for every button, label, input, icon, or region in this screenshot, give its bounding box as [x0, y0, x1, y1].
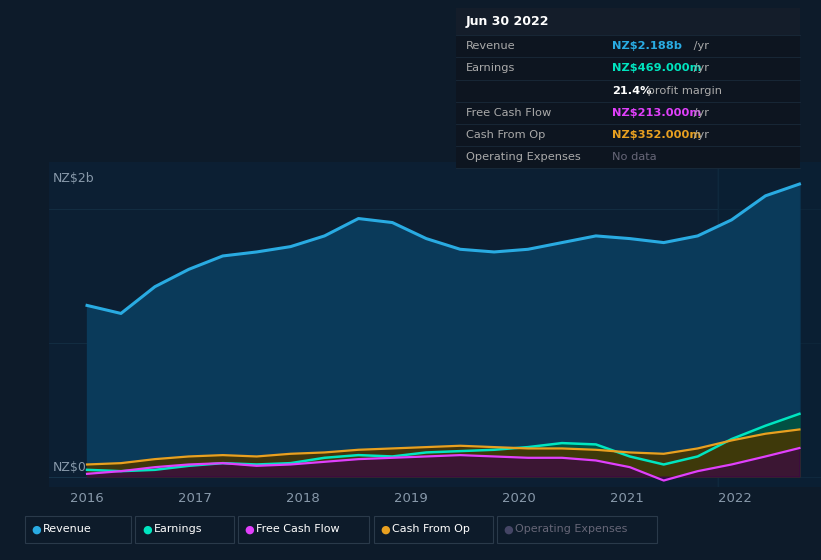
Text: Revenue: Revenue — [43, 524, 91, 534]
Text: Operating Expenses: Operating Expenses — [466, 152, 580, 162]
Bar — [718, 162, 821, 487]
Text: ●: ● — [380, 524, 390, 534]
Text: NZ$0: NZ$0 — [53, 461, 87, 474]
Text: Free Cash Flow: Free Cash Flow — [466, 108, 551, 118]
Text: NZ$469.000m: NZ$469.000m — [612, 63, 701, 73]
Text: No data: No data — [612, 152, 656, 162]
Text: Operating Expenses: Operating Expenses — [515, 524, 627, 534]
Text: ●: ● — [245, 524, 255, 534]
Text: /yr: /yr — [690, 63, 709, 73]
Text: Earnings: Earnings — [154, 524, 202, 534]
Text: NZ$352.000m: NZ$352.000m — [612, 130, 701, 140]
Text: Jun 30 2022: Jun 30 2022 — [466, 15, 549, 29]
Text: NZ$213.000m: NZ$213.000m — [612, 108, 701, 118]
Text: profit margin: profit margin — [644, 86, 722, 96]
Text: Free Cash Flow: Free Cash Flow — [256, 524, 340, 534]
Text: 21.4%: 21.4% — [612, 86, 651, 96]
Text: NZ$2b: NZ$2b — [53, 172, 94, 185]
Text: Cash From Op: Cash From Op — [466, 130, 545, 140]
Text: ●: ● — [31, 524, 41, 534]
Text: Revenue: Revenue — [466, 41, 515, 52]
Text: /yr: /yr — [690, 108, 709, 118]
Text: Cash From Op: Cash From Op — [392, 524, 470, 534]
Text: NZ$2.188b: NZ$2.188b — [612, 41, 681, 52]
Text: ●: ● — [503, 524, 513, 534]
Text: ●: ● — [142, 524, 152, 534]
Text: /yr: /yr — [690, 41, 709, 52]
Text: /yr: /yr — [690, 130, 709, 140]
Text: Earnings: Earnings — [466, 63, 515, 73]
